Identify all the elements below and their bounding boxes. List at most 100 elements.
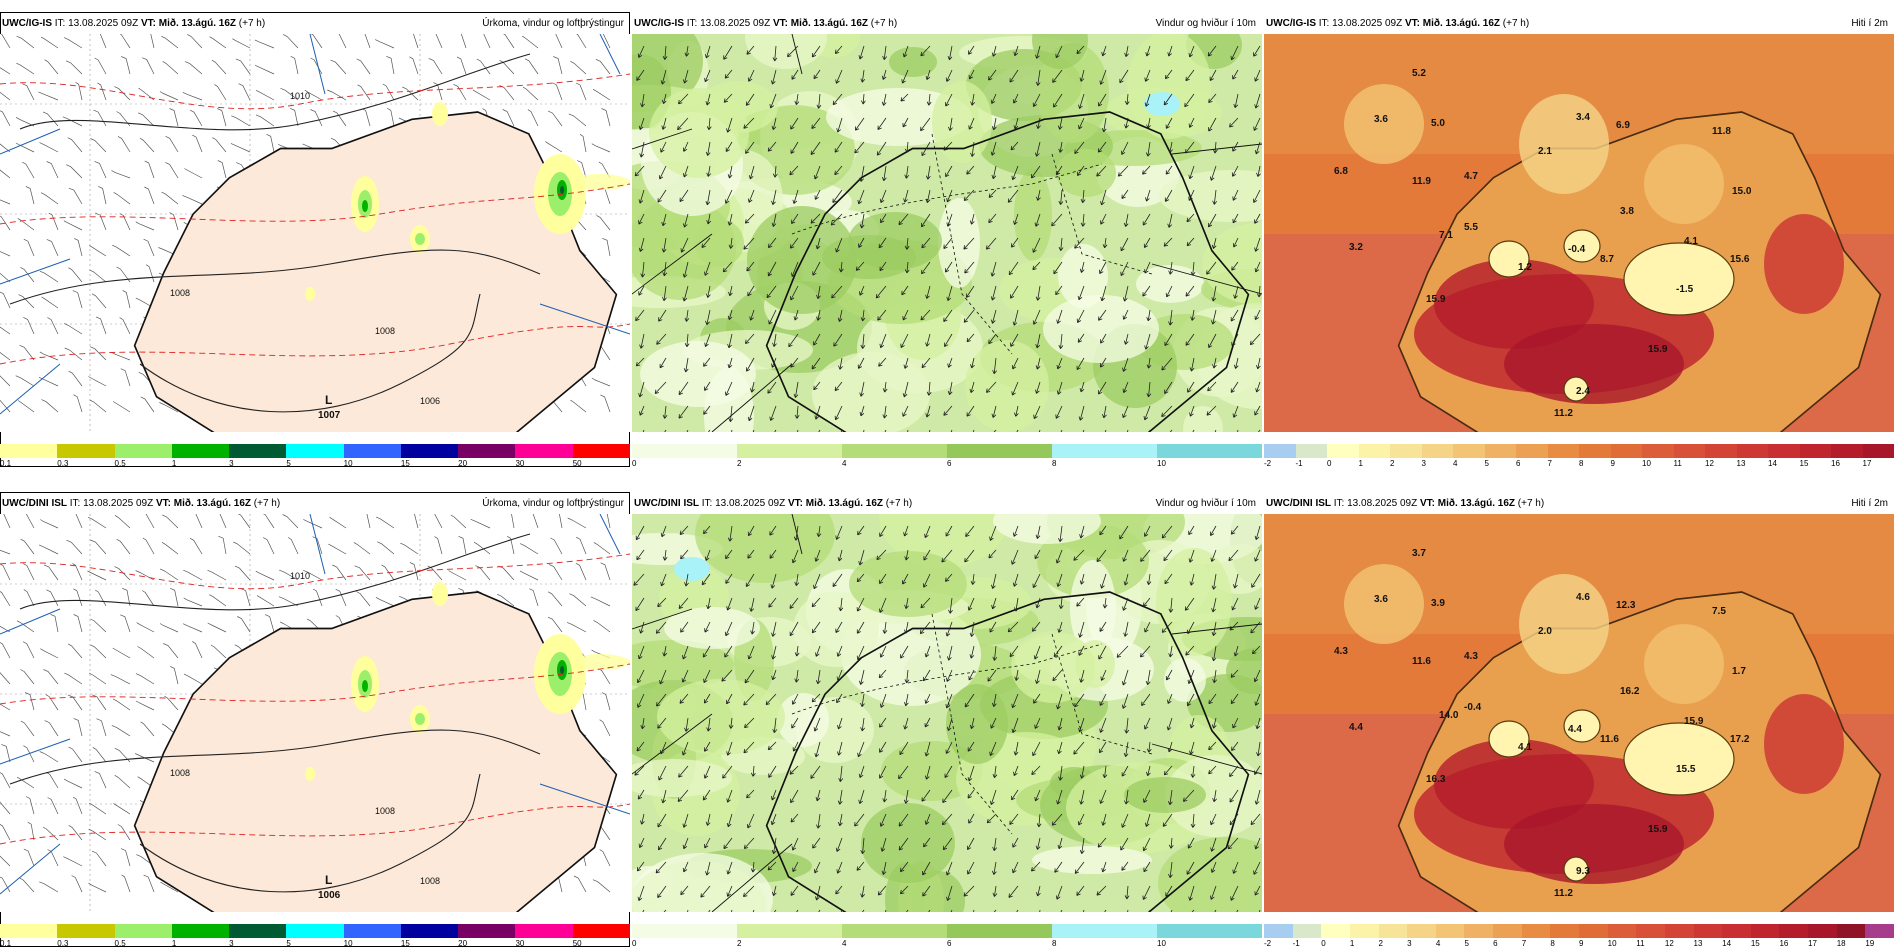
scale-swatch xyxy=(1693,924,1724,938)
scale-tick: 5 xyxy=(286,939,291,947)
temperature-label: 9.3 xyxy=(1576,866,1590,877)
isobar-label: 1008 xyxy=(170,288,190,298)
scale-swatch xyxy=(1673,444,1706,458)
panel-title: Vindur og hviður í 10m xyxy=(1155,498,1256,509)
isobar-label: 1008 xyxy=(170,768,190,778)
scale-swatch xyxy=(737,444,843,458)
low-pressure-center: L 1006 xyxy=(318,873,341,901)
scale-swatch xyxy=(1484,444,1517,458)
scale-swatch xyxy=(1264,924,1294,938)
run-info: UWC/IG-IS IT: 13.08.2025 09Z VT: Mið. 13… xyxy=(634,18,897,29)
iceland-coastline xyxy=(765,111,1250,432)
temperature-label: 5.0 xyxy=(1431,118,1445,129)
scale-swatch xyxy=(171,444,231,458)
temperature-label: 4.3 xyxy=(1464,651,1478,662)
run-info: UWC/DINI ISL IT: 13.08.2025 09Z VT: Mið.… xyxy=(2,498,280,509)
run-vt-label: VT: xyxy=(1404,18,1420,29)
run-vt-label: VT: xyxy=(772,18,788,29)
temperature-labels: 5.2 3.6 5.0 6.8 11.9 7.1 3.2 4.7 2.1 3.4 6.9 11.8 15… xyxy=(1334,68,1752,419)
scale-swatch xyxy=(343,924,402,938)
scale-swatch xyxy=(1607,924,1638,938)
scale-swatch xyxy=(114,444,173,458)
run-it-label: IT: xyxy=(1333,498,1345,509)
temperature-label: 7.5 xyxy=(1712,606,1726,617)
panel-title: Hiti í 2m xyxy=(1851,498,1888,509)
scale-swatch xyxy=(400,924,460,938)
scale-tick: 0 xyxy=(1327,459,1332,467)
map-canvas xyxy=(632,514,1262,912)
temperature-label: 4.7 xyxy=(1464,171,1478,182)
run-info: UWC/IG-IS IT: 13.08.2025 09Z VT: Mið. 13… xyxy=(2,18,265,29)
scale-swatch xyxy=(1799,444,1832,458)
temperature-label: 1.2 xyxy=(1518,262,1532,273)
scale-tick: 10 xyxy=(343,939,353,947)
scale-swatch xyxy=(632,924,738,938)
temperature-label: 15.5 xyxy=(1676,764,1696,775)
temp-map-panel: UWC/IG-IS IT: 13.08.2025 09Z VT: Mið. 13… xyxy=(1264,12,1894,467)
scale-swatch xyxy=(1768,444,1801,458)
scale-swatch xyxy=(458,924,517,938)
scale-swatch xyxy=(1722,924,1752,938)
wind-map-panel: UWC/IG-IS IT: 13.08.2025 09Z VT: Mið. 13… xyxy=(632,12,1262,467)
run-vt-value: Mið. 13.ágú. 16Z xyxy=(1437,498,1515,509)
map-canvas xyxy=(632,34,1262,432)
scale-tick: 15 xyxy=(400,939,410,947)
glaciers xyxy=(1488,229,1735,402)
scale-tick: 8 xyxy=(1052,939,1057,947)
scale-swatch xyxy=(57,924,116,938)
scale-tick: 3 xyxy=(1421,459,1426,467)
scale-swatch xyxy=(0,444,59,458)
scale-tick: -1 xyxy=(1295,459,1303,467)
temperature-field xyxy=(1344,84,1844,404)
scale-tick: 12 xyxy=(1705,459,1714,467)
temperature-label: 11.6 xyxy=(1412,656,1431,667)
scale-tick: 15 xyxy=(400,459,410,467)
temperature-label: 3.9 xyxy=(1431,598,1445,609)
scale-tick: 9 xyxy=(1579,939,1584,947)
run-lead: (+7 h) xyxy=(253,498,281,509)
temperature-label: 4.1 xyxy=(1684,236,1698,247)
region-borders xyxy=(791,613,1153,835)
scale-swatch xyxy=(737,924,843,938)
map-canvas: 3.7 3.6 3.9 4.3 11.6 14.0 4.4 4.3 2.0 4.6 12.3 7.5 1… xyxy=(1264,514,1894,912)
scale-tick: 7 xyxy=(1521,939,1527,947)
wind-arrows xyxy=(634,45,1262,432)
scale-tick: 1 xyxy=(1349,939,1355,947)
temperature-label: 5.2 xyxy=(1412,68,1426,79)
thickness-lines xyxy=(0,73,630,365)
temperature-label: -0.4 xyxy=(1464,702,1482,713)
panel-header: UWC/IG-IS IT: 13.08.2025 09Z VT: Mið. 13… xyxy=(634,15,1256,33)
color-scale: 0.1 0.3 0.5 1 3 5 10 15 20 30 50 xyxy=(0,924,630,947)
scale-swatch xyxy=(229,444,288,458)
scale-tick: 15 xyxy=(1799,459,1809,467)
scale-swatch xyxy=(1579,444,1612,458)
scale-tick: 0.1 xyxy=(0,939,12,947)
scale-tick: 0.1 xyxy=(0,459,12,467)
wind-speed-field xyxy=(632,514,1262,912)
scale-swatch xyxy=(1327,444,1360,458)
scale-swatch xyxy=(842,444,948,458)
panel-header: UWC/DINI ISL IT: 13.08.2025 09Z VT: Mið.… xyxy=(2,495,624,513)
scale-tick: -2 xyxy=(1264,939,1272,947)
scale-tick: 0.3 xyxy=(57,459,69,467)
glaciers xyxy=(1488,709,1735,882)
temperature-labels: 3.7 3.6 3.9 4.3 11.6 14.0 4.4 4.3 2.0 4.6 12.3 7.5 1… xyxy=(1334,548,1750,899)
scale-tick: 11 xyxy=(1636,939,1645,947)
scale-swatch xyxy=(1435,924,1466,938)
scale-swatch xyxy=(343,444,402,458)
scale-tick: -2 xyxy=(1264,459,1272,467)
scale-swatch xyxy=(1493,924,1523,938)
run-model: UWC/DINI ISL xyxy=(634,498,699,509)
temperature-label: 3.8 xyxy=(1620,206,1634,217)
panel-title: Hiti í 2m xyxy=(1851,18,1888,29)
temperature-label: 4.1 xyxy=(1518,742,1532,753)
scale-tick: 3 xyxy=(1407,939,1412,947)
scale-swatch xyxy=(1295,444,1328,458)
run-it-value: 13.08.2025 09Z xyxy=(1347,498,1418,509)
temperature-label: 11.2 xyxy=(1554,408,1573,419)
scale-tick: 3 xyxy=(229,459,234,467)
run-it-value: 13.08.2025 09Z xyxy=(1332,18,1403,29)
run-model: UWC/IG-IS xyxy=(1266,18,1316,29)
scale-swatch xyxy=(114,924,173,938)
scale-tick: 6 xyxy=(947,459,952,467)
